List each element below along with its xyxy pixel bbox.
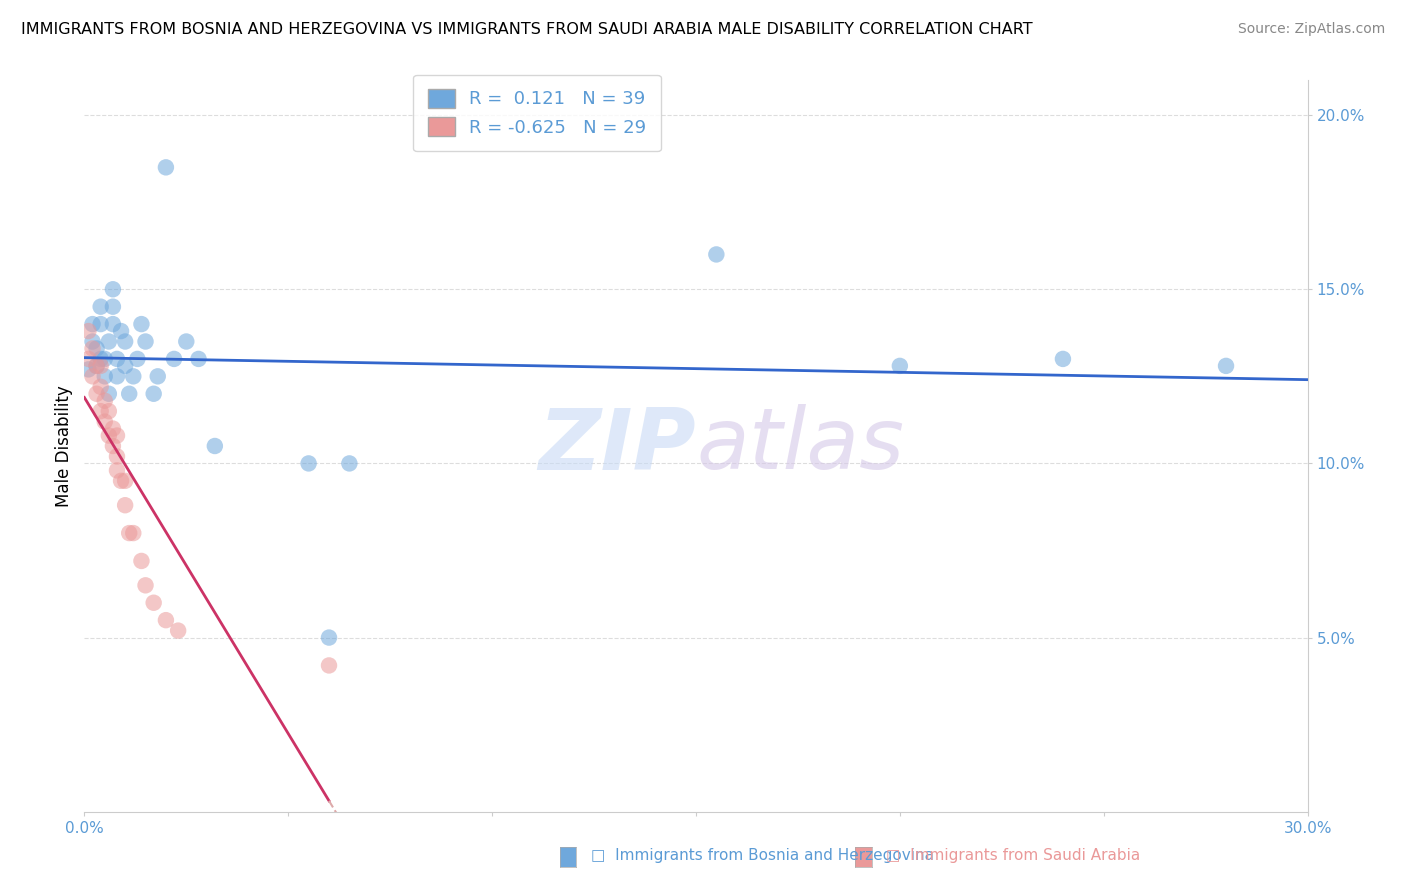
Point — [114, 498, 136, 512]
Point — [142, 596, 165, 610]
Point — [97, 334, 120, 349]
Point — [706, 247, 728, 261]
Point — [90, 404, 112, 418]
Point — [82, 342, 104, 356]
Point — [93, 415, 115, 429]
Point — [298, 457, 321, 471]
Point — [86, 386, 108, 401]
Point — [101, 282, 124, 296]
Point — [90, 359, 112, 373]
Point — [204, 439, 226, 453]
Point — [97, 404, 120, 418]
Text: ZIP: ZIP — [538, 404, 696, 488]
Point — [155, 161, 177, 175]
Point — [110, 474, 132, 488]
Point — [131, 317, 153, 331]
Point — [90, 380, 112, 394]
Point — [146, 369, 169, 384]
Point — [122, 526, 145, 541]
Point — [187, 351, 209, 366]
Point — [135, 578, 157, 592]
Point — [77, 324, 100, 338]
Point — [163, 351, 186, 366]
Point — [127, 351, 149, 366]
Point — [101, 439, 124, 453]
Point — [101, 317, 124, 331]
Point — [90, 317, 112, 331]
Point — [174, 334, 197, 349]
Point — [114, 474, 136, 488]
Point — [105, 463, 128, 477]
Y-axis label: Male Disability: Male Disability — [55, 385, 73, 507]
Point — [82, 317, 104, 331]
Point — [97, 386, 120, 401]
Text: □  Immigrants from Bosnia and Herzegovina: □ Immigrants from Bosnia and Herzegovina — [591, 848, 934, 863]
Point — [118, 386, 141, 401]
Point — [1052, 351, 1074, 366]
Point — [93, 393, 115, 408]
Point — [110, 324, 132, 338]
Point — [318, 631, 340, 645]
Point — [77, 351, 100, 366]
Point — [90, 300, 112, 314]
Point — [86, 359, 108, 373]
Point — [77, 362, 100, 376]
Point — [318, 658, 340, 673]
Point — [86, 342, 108, 356]
Point — [114, 334, 136, 349]
Point — [101, 300, 124, 314]
Point — [122, 369, 145, 384]
Point — [131, 554, 153, 568]
Point — [90, 351, 112, 366]
Point — [101, 421, 124, 435]
Point — [114, 359, 136, 373]
Point — [118, 526, 141, 541]
Text: □  Immigrants from Saudi Arabia: □ Immigrants from Saudi Arabia — [886, 848, 1140, 863]
Point — [82, 334, 104, 349]
Point — [142, 386, 165, 401]
Point — [339, 457, 361, 471]
Point — [82, 369, 104, 384]
Point — [105, 369, 128, 384]
Point — [86, 359, 108, 373]
Point — [105, 450, 128, 464]
Point — [167, 624, 190, 638]
Point — [105, 428, 128, 442]
Point — [135, 334, 157, 349]
Point — [1215, 359, 1237, 373]
Text: Source: ZipAtlas.com: Source: ZipAtlas.com — [1237, 22, 1385, 37]
Point — [93, 351, 115, 366]
Point — [93, 369, 115, 384]
Legend: R =  0.121   N = 39, R = -0.625   N = 29: R = 0.121 N = 39, R = -0.625 N = 29 — [413, 75, 661, 152]
Text: IMMIGRANTS FROM BOSNIA AND HERZEGOVINA VS IMMIGRANTS FROM SAUDI ARABIA MALE DISA: IMMIGRANTS FROM BOSNIA AND HERZEGOVINA V… — [21, 22, 1033, 37]
Point — [105, 351, 128, 366]
Point — [97, 428, 120, 442]
Point — [889, 359, 911, 373]
Point — [155, 613, 177, 627]
Text: atlas: atlas — [696, 404, 904, 488]
